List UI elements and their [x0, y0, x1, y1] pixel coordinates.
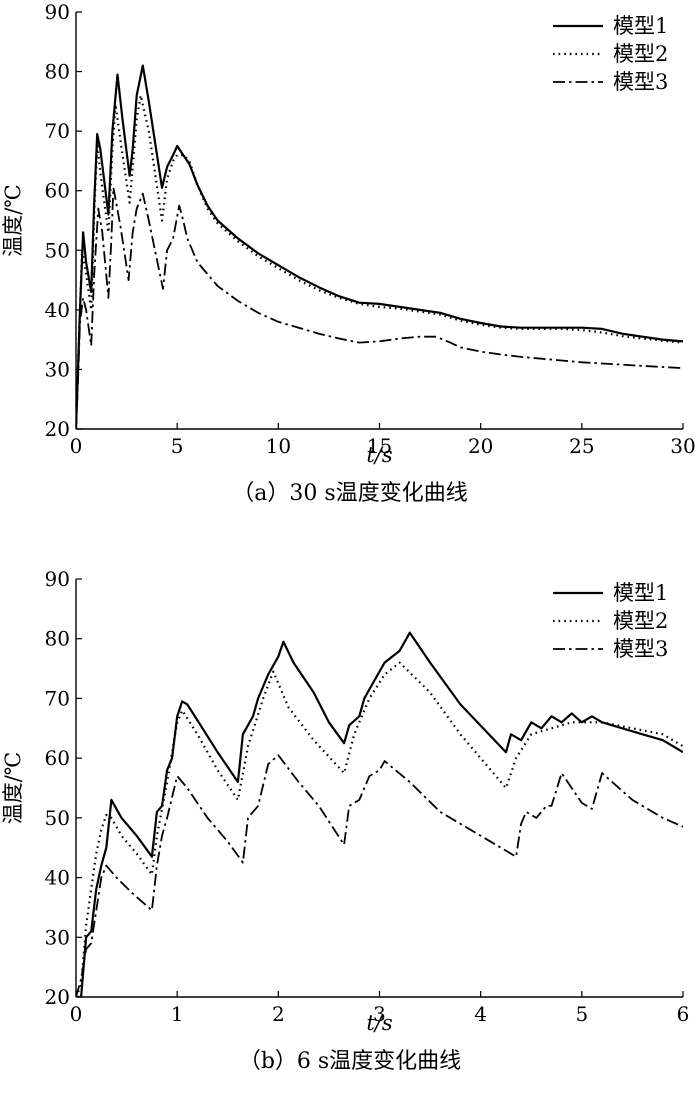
y-tick-label: 30	[45, 357, 70, 381]
x-tick-label: 5	[171, 434, 184, 458]
y-tick-label: 20	[45, 417, 70, 441]
series-line-1	[76, 64, 683, 429]
y-tick-label: 70	[45, 686, 70, 710]
y-tick-label: 90	[45, 0, 70, 24]
legend-label-2: 模型2	[613, 609, 668, 633]
y-tick-label: 60	[45, 179, 70, 203]
series-line-3	[76, 186, 683, 429]
x-tick-label: 2	[272, 1002, 285, 1026]
x-tick-label: 1	[171, 1002, 184, 1026]
legend-label-3: 模型3	[613, 70, 668, 94]
y-tick-label: 50	[45, 806, 70, 830]
chart-caption: （b）6 s温度变化曲线	[239, 1049, 461, 1074]
chart-panel-a: 20 30 40 50 60 70 80 90 0 5 10 15 20 25 30 t/s 温度/℃ 模型1 模型…	[1, 0, 696, 506]
x-tick-label: 0	[70, 1002, 83, 1026]
chart-panel-b: 20 30 40 50 60 70 80 90 0 1 2 3 4 5 6 t/s 温度/℃ 模型1 模型2 模型3 （…	[1, 567, 689, 1074]
x-tick-label: 3	[373, 1002, 386, 1026]
y-axis-label: 温度/℃	[1, 752, 25, 825]
series-line-2	[76, 661, 683, 997]
y-tick-label: 40	[45, 298, 70, 322]
y-tick-label: 60	[45, 746, 70, 770]
x-tick-label: 30	[670, 434, 695, 458]
y-tick-label: 30	[45, 925, 70, 949]
y-tick-label: 70	[45, 119, 70, 143]
series-line-1	[76, 631, 683, 997]
y-axis-label: 温度/℃	[1, 184, 25, 257]
x-axis-label: t/s	[366, 1011, 393, 1035]
y-tick-label: 80	[45, 627, 70, 651]
y-tick-label: 50	[45, 238, 70, 262]
legend-label-1: 模型1	[613, 581, 668, 605]
series-line-2	[76, 94, 683, 429]
x-tick-label: 25	[569, 434, 594, 458]
y-tick-label: 20	[45, 985, 70, 1009]
x-tick-label: 15	[367, 434, 392, 458]
series-line-3	[76, 754, 683, 997]
chart-caption: （a）30 s温度变化曲线	[232, 481, 467, 506]
x-tick-label: 10	[266, 434, 291, 458]
legend-label-1: 模型1	[613, 14, 668, 38]
x-tick-label: 5	[575, 1002, 588, 1026]
x-tick-label: 4	[474, 1002, 487, 1026]
y-tick-label: 40	[45, 866, 70, 890]
x-tick-label: 6	[677, 1002, 690, 1026]
legend-label-3: 模型3	[613, 637, 668, 661]
x-axis-label: t/s	[366, 443, 393, 467]
x-tick-label: 20	[468, 434, 493, 458]
legend-label-2: 模型2	[613, 42, 668, 66]
y-tick-label: 90	[45, 567, 70, 591]
x-tick-label: 0	[70, 434, 83, 458]
y-tick-label: 80	[45, 60, 70, 84]
